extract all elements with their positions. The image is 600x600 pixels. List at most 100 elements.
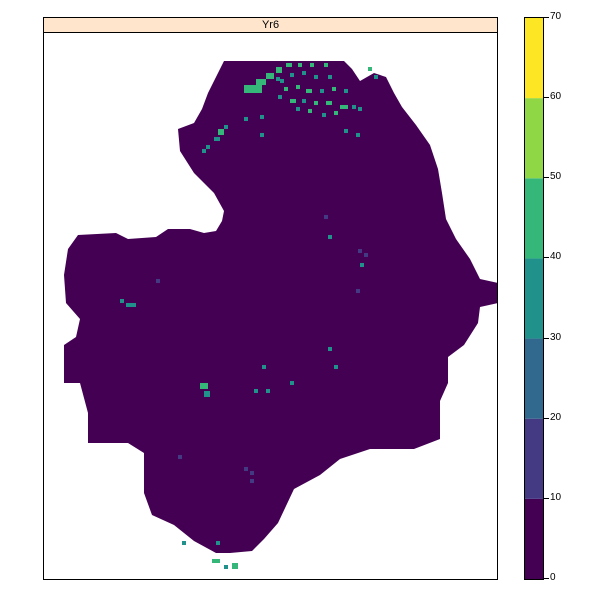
color-key-tick xyxy=(544,417,549,419)
raster-cell xyxy=(266,389,270,393)
raster-cell xyxy=(302,71,306,75)
raster-cell xyxy=(364,253,368,257)
raster-cell xyxy=(360,263,364,267)
color-key-bin xyxy=(525,498,543,579)
raster-map xyxy=(64,61,497,569)
raster-cell xyxy=(334,365,338,369)
color-key-bin xyxy=(525,258,543,339)
color-key-bin xyxy=(525,18,543,99)
region-polygon xyxy=(64,61,497,553)
color-key-bin xyxy=(525,178,543,259)
raster-cell xyxy=(244,467,248,471)
raster-cell xyxy=(296,85,300,89)
raster-cell xyxy=(358,249,362,253)
color-key-tick xyxy=(544,337,549,339)
map-panel: Yr6 xyxy=(43,17,498,580)
panel-strip-title: Yr6 xyxy=(44,18,497,33)
raster-cell xyxy=(120,299,124,303)
raster-cell xyxy=(262,365,266,369)
raster-cell xyxy=(324,63,328,67)
raster-cell xyxy=(328,347,332,351)
raster-cell xyxy=(266,73,274,79)
raster-cell xyxy=(182,541,186,545)
raster-cell xyxy=(178,455,182,459)
raster-cell xyxy=(276,67,282,73)
raster-cell xyxy=(344,89,348,93)
raster-cell xyxy=(328,235,332,239)
color-key-tick xyxy=(544,97,549,99)
raster-cell xyxy=(244,117,248,121)
raster-cell xyxy=(324,215,328,219)
raster-cell xyxy=(204,391,210,397)
color-key-tick xyxy=(544,17,549,18)
color-key-tick-label: 50 xyxy=(550,171,562,183)
raster-cell xyxy=(156,279,160,283)
color-key-tick-label: 70 xyxy=(550,11,562,22)
color-key-tick xyxy=(544,257,549,259)
raster-cell xyxy=(314,75,318,79)
color-key-tick-label: 60 xyxy=(550,91,562,103)
raster-cell xyxy=(250,479,254,483)
color-key-axis: 0 10 20 30 40 50 60 70 xyxy=(544,12,584,583)
raster-cell xyxy=(126,303,136,307)
raster-cell xyxy=(314,101,318,105)
color-key-tick xyxy=(544,497,549,499)
color-key-tick xyxy=(544,177,549,179)
color-key-tick-label: 0 xyxy=(550,572,556,583)
raster-cell xyxy=(216,541,220,545)
raster-cell xyxy=(232,563,238,569)
raster-cell xyxy=(356,289,360,293)
raster-cell xyxy=(276,77,280,81)
raster-cell xyxy=(254,389,258,393)
raster-cell xyxy=(280,79,284,83)
raster-cell xyxy=(206,145,210,149)
raster-cell xyxy=(290,73,294,77)
raster-cell xyxy=(256,79,266,85)
raster-cell xyxy=(352,105,356,109)
raster-cell xyxy=(334,111,338,115)
color-key xyxy=(524,17,544,580)
raster-cell xyxy=(284,87,288,91)
raster-cell xyxy=(308,109,312,113)
raster-cell xyxy=(332,87,336,91)
raster-cell xyxy=(278,95,282,99)
color-key-tick-label: 40 xyxy=(550,251,562,263)
raster-cell xyxy=(202,149,206,153)
raster-cell xyxy=(290,381,294,385)
color-key-tick xyxy=(544,578,549,579)
raster-cell xyxy=(290,99,296,103)
raster-cell xyxy=(214,137,220,141)
raster-cell xyxy=(368,67,372,71)
raster-cell xyxy=(302,99,306,103)
raster-cell xyxy=(260,133,264,137)
raster-cell xyxy=(310,63,314,67)
raster-cell xyxy=(260,115,264,119)
raster-cell xyxy=(356,133,360,137)
color-key-tick-label: 30 xyxy=(550,331,562,343)
raster-cell xyxy=(224,565,228,569)
color-key-bin xyxy=(525,418,543,499)
raster-cell xyxy=(358,107,362,111)
color-key-tick-label: 10 xyxy=(550,491,562,503)
color-key-bin xyxy=(525,338,543,419)
raster-cell xyxy=(320,89,324,93)
raster-cells xyxy=(120,63,378,569)
raster-cell xyxy=(218,129,224,135)
raster-cell xyxy=(298,63,302,67)
raster-cell xyxy=(322,113,326,117)
raster-cell xyxy=(286,63,292,67)
raster-cell xyxy=(244,85,262,93)
raster-cell xyxy=(374,75,378,79)
raster-cell xyxy=(212,559,220,563)
raster-cell xyxy=(250,471,254,475)
raster-cell xyxy=(296,107,300,111)
raster-cell xyxy=(224,125,228,129)
raster-cell xyxy=(344,129,348,133)
color-key-bin xyxy=(525,98,543,179)
raster-cell xyxy=(306,89,312,93)
raster-cell xyxy=(326,101,332,105)
raster-cell xyxy=(340,105,348,109)
raster-cell xyxy=(200,383,208,389)
raster-cell xyxy=(328,75,332,79)
color-key-bars xyxy=(525,18,543,579)
